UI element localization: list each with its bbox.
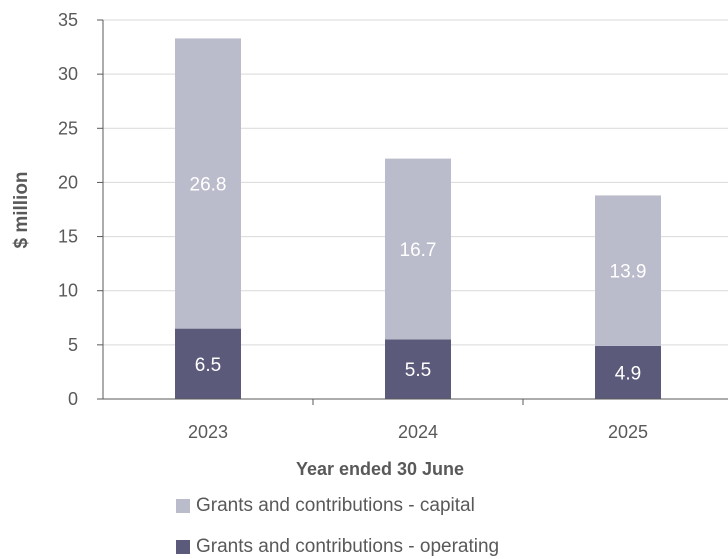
bar-operating (595, 345, 661, 399)
bar-capital (595, 195, 661, 346)
y-tick-labels: 0 5 10 15 20 25 30 35 (58, 10, 78, 409)
x-tick-label: 2025 (608, 422, 648, 442)
y-tick-label: 10 (58, 281, 78, 301)
y-tick-label: 20 (58, 172, 78, 192)
legend-item-operating: Grants and contributions - operating (176, 536, 499, 558)
y-tick-label: 5 (68, 335, 78, 355)
data-label: 16.7 (400, 240, 437, 261)
y-axis-label: $ million (11, 171, 32, 248)
data-label: 6.5 (195, 355, 221, 376)
legend-item-capital: Grants and contributions - capital (176, 495, 475, 517)
data-label: 26.8 (190, 175, 227, 196)
legend-swatch-capital (176, 499, 190, 513)
x-tick-labels: 2023 2024 2025 (188, 422, 648, 442)
legend-swatch-operating (176, 540, 190, 554)
y-tick-label: 15 (58, 227, 78, 247)
axes (97, 19, 728, 405)
bar-operating (385, 339, 451, 399)
bar-capital (175, 38, 241, 329)
bars: 6.5 26.8 5.5 16.7 4.9 13.9 (175, 38, 661, 399)
data-label: 5.5 (405, 360, 431, 381)
y-tick-label: 25 (58, 118, 78, 138)
legend-label-capital: Grants and contributions - capital (196, 495, 475, 516)
y-tick-label: 30 (58, 64, 78, 84)
data-label: 13.9 (610, 262, 647, 283)
x-axis-label: Year ended 30 June (296, 459, 464, 479)
y-tick-label: 35 (58, 10, 78, 30)
bar-operating (175, 328, 241, 399)
x-tick-label: 2023 (188, 422, 228, 442)
x-tick-label: 2024 (398, 422, 438, 442)
data-label: 4.9 (615, 363, 641, 384)
y-tick-label: 0 (68, 389, 78, 409)
bar-capital (385, 158, 451, 340)
legend-label-operating: Grants and contributions - operating (196, 536, 500, 557)
